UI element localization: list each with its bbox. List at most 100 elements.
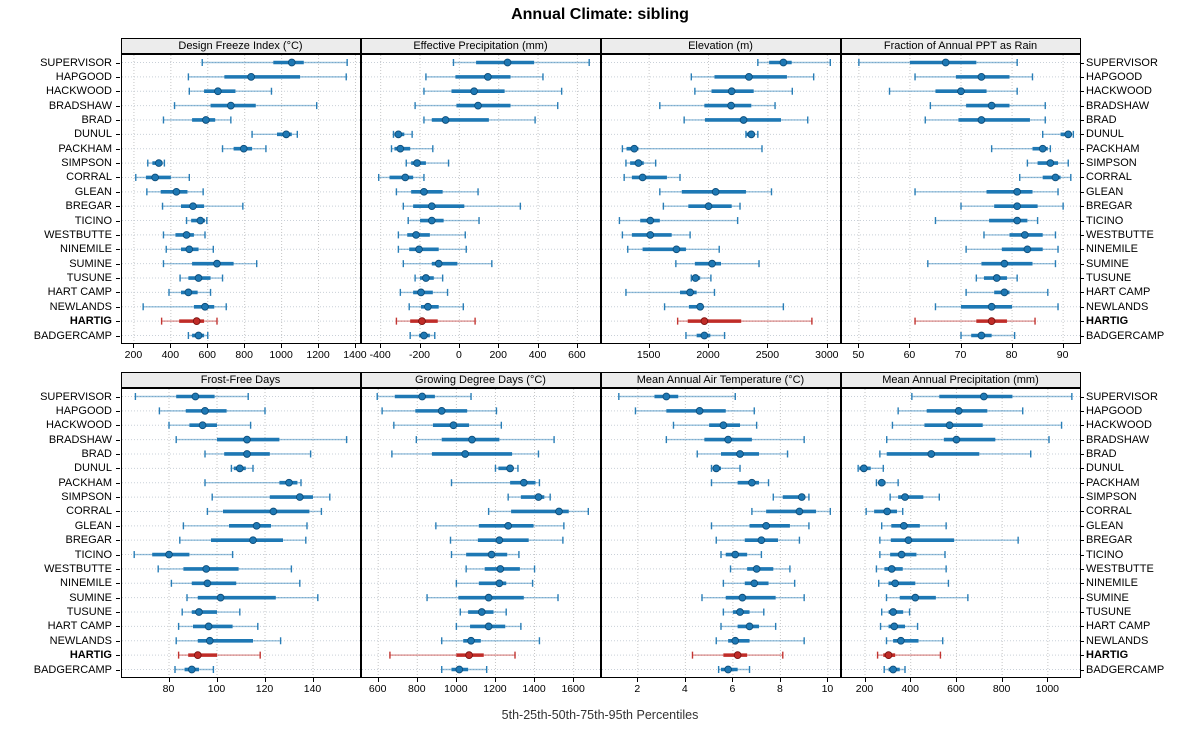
median-dot	[154, 159, 163, 167]
axis-tick-label: 200	[489, 349, 507, 361]
axis-tick	[312, 678, 314, 682]
axis-tick-label: 90	[1056, 349, 1069, 361]
axis-tick	[458, 344, 460, 348]
median-dot	[200, 302, 209, 311]
station-label-right: BADGERCAMP	[1086, 663, 1165, 676]
station-label-left: TUSUNE	[66, 272, 112, 285]
row-tick-left	[116, 453, 120, 455]
median-dot	[203, 579, 211, 588]
row-tick-right	[1080, 497, 1084, 499]
median-dot	[419, 187, 428, 196]
percentiles-caption: 5th-25th-50th-75th-95th Percentiles	[501, 708, 699, 722]
row-tick-left	[116, 655, 120, 657]
axis-tick	[732, 678, 734, 682]
row-tick-right	[1080, 163, 1084, 165]
median-dot	[172, 187, 180, 196]
median-dot	[745, 622, 753, 631]
median-dot	[700, 317, 708, 325]
axis-tick	[170, 344, 172, 348]
panel-strip-label: Fraction of Annual PPT as Rain	[840, 38, 1081, 54]
row-tick-left	[116, 306, 120, 308]
median-dot	[469, 87, 478, 96]
row-tick-right	[1080, 62, 1084, 64]
median-dot	[239, 144, 248, 153]
row-tick-left	[116, 177, 120, 179]
row-tick-left	[116, 583, 120, 585]
median-dot	[200, 407, 209, 415]
median-dot	[904, 536, 912, 545]
median-dot	[744, 73, 753, 81]
median-dot	[1063, 130, 1072, 139]
station-label-left: NINEMILE	[60, 243, 112, 256]
median-dot	[1023, 245, 1031, 254]
row-tick-left	[116, 220, 120, 222]
station-label-right: SIMPSON	[1086, 491, 1137, 504]
station-label-right: HARTIG	[1086, 315, 1129, 328]
median-dot	[887, 565, 896, 573]
row-tick-left	[116, 278, 120, 280]
median-dot	[987, 302, 995, 311]
median-dot	[460, 450, 469, 458]
median-dot	[956, 87, 965, 96]
station-label-left: CORRAL	[66, 171, 112, 184]
median-dot	[205, 636, 214, 645]
median-dot	[191, 392, 199, 401]
median-dot	[423, 302, 432, 311]
median-dot	[150, 173, 159, 182]
row-tick-right	[1080, 482, 1084, 484]
median-dot	[779, 58, 787, 67]
station-label-left: PACKHAM	[58, 476, 112, 489]
axis-tick	[207, 344, 209, 348]
station-label-left: BRAD	[81, 113, 112, 126]
axis-tick-label: 1500	[636, 349, 661, 361]
median-dot	[281, 130, 290, 139]
median-dot	[212, 259, 221, 268]
row-tick-left	[116, 597, 120, 599]
median-dot	[449, 421, 457, 430]
median-dot	[761, 521, 770, 530]
median-dot	[554, 507, 563, 516]
median-dot	[992, 274, 1001, 282]
median-dot	[735, 450, 744, 458]
station-label-right: CORRAL	[1086, 171, 1132, 184]
median-dot	[477, 608, 486, 616]
median-dot	[987, 101, 995, 110]
station-label-right: HART CAMP	[1086, 286, 1151, 299]
median-dot	[196, 216, 204, 225]
row-tick-left	[116, 396, 120, 398]
axis-tick-label: 4	[681, 683, 688, 695]
station-label-left: BRAD	[81, 447, 112, 460]
row-tick-right	[1080, 439, 1084, 441]
station-label-right: NINEMILE	[1086, 243, 1138, 256]
row-tick-right	[1080, 177, 1084, 179]
row-tick-right	[1080, 206, 1084, 208]
axis-tick-label: 800	[408, 683, 426, 695]
axis-tick	[708, 344, 710, 348]
row-tick-right	[1080, 669, 1084, 671]
station-label-right: HACKWOOD	[1086, 419, 1152, 432]
median-dot	[704, 202, 712, 211]
median-dot	[226, 101, 235, 110]
station-label-right: BRAD	[1086, 447, 1117, 460]
median-dot	[427, 216, 436, 225]
median-dot	[977, 73, 985, 81]
median-dot	[252, 521, 260, 530]
axis-tick	[960, 344, 962, 348]
station-label-right: HACKWOOD	[1086, 85, 1152, 98]
panel-plot	[600, 54, 841, 344]
median-dot	[896, 636, 905, 645]
row-tick-left	[116, 669, 120, 671]
median-dot	[394, 130, 402, 139]
axis-tick-label: 600	[368, 683, 387, 695]
row-tick-right	[1080, 597, 1084, 599]
median-dot	[1000, 259, 1008, 268]
axis-tick-label: 6	[729, 683, 736, 695]
axis-tick-label: 600	[568, 349, 586, 361]
median-dot	[719, 421, 727, 430]
panel-plot	[120, 54, 361, 344]
axis-tick-label: 1000	[444, 683, 468, 695]
median-dot	[427, 202, 436, 211]
row-tick-right	[1080, 640, 1084, 642]
axis-tick	[1047, 678, 1049, 682]
median-dot	[638, 173, 646, 182]
